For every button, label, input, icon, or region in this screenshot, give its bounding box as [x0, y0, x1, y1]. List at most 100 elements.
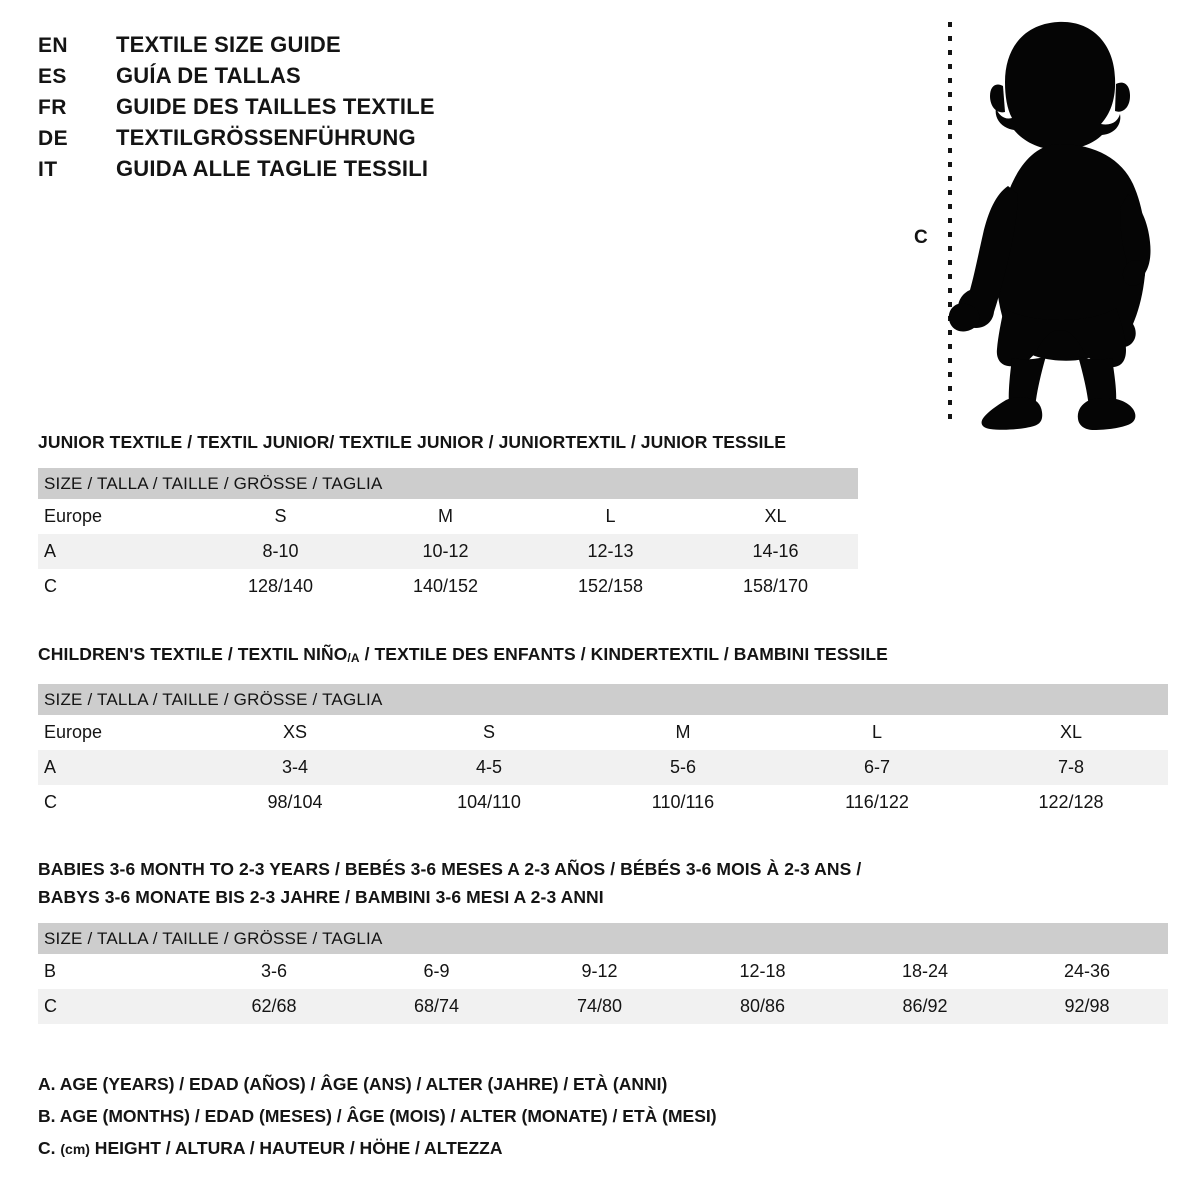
language-row-it: IT GUIDA ALLE TAGLIE TESSILI	[38, 156, 558, 187]
junior-table-band-row: SIZE / TALLA / TAILLE / GRÖSSE / TAGLIA	[38, 468, 859, 499]
children-age-xl: 7-8	[974, 750, 1169, 785]
legend-line-c-text: HEIGHT / ALTURA / HAUTEUR / HÖHE / ALTEZ…	[89, 1138, 503, 1158]
language-code-es: ES	[38, 65, 67, 88]
children-size-s: S	[392, 715, 586, 750]
language-title-de: TEXTILGRÖSSENFÜHRUNG	[116, 125, 416, 150]
babies-months-4: 12-18	[681, 954, 844, 989]
children-age-m: 5-6	[586, 750, 780, 785]
babies-section-title-line2: BABYS 3-6 MONATE BIS 2-3 JAHRE / BAMBINI…	[38, 887, 604, 907]
children-size-xl: XL	[974, 715, 1169, 750]
section-junior-textile: JUNIOR TEXTILE / TEXTIL JUNIOR/ TEXTILE …	[38, 428, 859, 604]
language-code-de: DE	[38, 127, 68, 150]
table-row: Europe XS S M L XL	[38, 715, 1169, 750]
language-code-fr: FR	[38, 96, 67, 119]
junior-table-band-label: SIZE / TALLA / TAILLE / GRÖSSE / TAGLIA	[38, 468, 859, 499]
children-size-table: SIZE / TALLA / TAILLE / GRÖSSE / TAGLIA …	[38, 684, 1169, 820]
babies-table-band-row: SIZE / TALLA / TAILLE / GRÖSSE / TAGLIA	[38, 923, 1169, 954]
language-title-en: TEXTILE SIZE GUIDE	[116, 32, 341, 57]
children-height-xs: 98/104	[198, 785, 392, 820]
children-row-label-a: A	[38, 750, 198, 785]
children-size-xs: XS	[198, 715, 392, 750]
language-row-fr: FR GUIDE DES TAILLES TEXTILE	[38, 94, 558, 125]
children-age-l: 6-7	[780, 750, 974, 785]
junior-height-xl: 158/170	[693, 569, 859, 604]
junior-height-s: 128/140	[198, 569, 363, 604]
children-title-sub: /A	[347, 651, 360, 665]
children-table-band-label: SIZE / TALLA / TAILLE / GRÖSSE / TAGLIA	[38, 684, 1169, 715]
junior-age-l: 12-13	[528, 534, 693, 569]
junior-size-l: L	[528, 499, 693, 534]
table-row: A 3-4 4-5 5-6 6-7 7-8	[38, 750, 1169, 785]
babies-height-5: 86/92	[844, 989, 1006, 1024]
junior-age-s: 8-10	[198, 534, 363, 569]
children-height-s: 104/110	[392, 785, 586, 820]
children-row-label-europe: Europe	[38, 715, 198, 750]
babies-size-table: SIZE / TALLA / TAILLE / GRÖSSE / TAGLIA …	[38, 923, 1169, 1024]
junior-size-s: S	[198, 499, 363, 534]
babies-height-1: 62/68	[193, 989, 355, 1024]
babies-months-6: 24-36	[1006, 954, 1169, 989]
section-babies-textile: BABIES 3-6 MONTH TO 2-3 YEARS / BEBÉS 3-…	[38, 855, 1169, 1024]
height-measure-label: C	[914, 227, 928, 248]
legend-line-c-unit: (cm)	[60, 1141, 90, 1157]
junior-size-m: M	[363, 499, 528, 534]
children-age-s: 4-5	[392, 750, 586, 785]
legend-block: A. AGE (YEARS) / EDAD (AÑOS) / ÂGE (ANS)…	[38, 1068, 1038, 1165]
babies-height-3: 74/80	[518, 989, 681, 1024]
children-height-xl: 122/128	[974, 785, 1169, 820]
junior-row-label-c: C	[38, 569, 198, 604]
babies-row-label-b: B	[38, 954, 193, 989]
children-size-m: M	[586, 715, 780, 750]
section-children-textile: CHILDREN'S TEXTILE / TEXTIL NIÑO/A / TEX…	[38, 640, 1169, 820]
legend-line-c-prefix: C.	[38, 1138, 61, 1158]
language-header-block: EN TEXTILE SIZE GUIDE ES GUÍA DE TALLAS …	[38, 32, 558, 187]
children-height-l: 116/122	[780, 785, 974, 820]
babies-height-4: 80/86	[681, 989, 844, 1024]
junior-height-l: 152/158	[528, 569, 693, 604]
junior-size-xl: XL	[693, 499, 859, 534]
children-section-title: CHILDREN'S TEXTILE / TEXTIL NIÑO/A / TEX…	[38, 640, 1168, 672]
legend-line-a: A. AGE (YEARS) / EDAD (AÑOS) / ÂGE (ANS)…	[38, 1074, 668, 1094]
language-title-fr: GUIDE DES TAILLES TEXTILE	[116, 94, 435, 119]
children-age-xs: 3-4	[198, 750, 392, 785]
language-code-it: IT	[38, 158, 58, 181]
toddler-silhouette-icon	[948, 21, 1151, 430]
table-row: B 3-6 6-9 9-12 12-18 18-24 24-36	[38, 954, 1169, 989]
junior-size-table: SIZE / TALLA / TAILLE / GRÖSSE / TAGLIA …	[38, 468, 859, 604]
children-table-band-row: SIZE / TALLA / TAILLE / GRÖSSE / TAGLIA	[38, 684, 1169, 715]
language-title-es: GUÍA DE TALLAS	[116, 63, 301, 88]
language-code-en: EN	[38, 34, 68, 57]
babies-months-2: 6-9	[355, 954, 518, 989]
table-row: A 8-10 10-12 12-13 14-16	[38, 534, 859, 569]
children-size-l: L	[780, 715, 974, 750]
children-height-m: 110/116	[586, 785, 780, 820]
measurement-figure: C	[900, 8, 1160, 433]
babies-months-5: 18-24	[844, 954, 1006, 989]
junior-age-m: 10-12	[363, 534, 528, 569]
junior-row-label-a: A	[38, 534, 198, 569]
junior-height-m: 140/152	[363, 569, 528, 604]
babies-table-band-label: SIZE / TALLA / TAILLE / GRÖSSE / TAGLIA	[38, 923, 1169, 954]
table-row: C 98/104 104/110 110/116 116/122 122/128	[38, 785, 1169, 820]
babies-section-title-line1: BABIES 3-6 MONTH TO 2-3 YEARS / BEBÉS 3-…	[38, 859, 862, 879]
babies-height-2: 68/74	[355, 989, 518, 1024]
language-row-en: EN TEXTILE SIZE GUIDE	[38, 32, 558, 63]
babies-months-3: 9-12	[518, 954, 681, 989]
language-row-es: ES GUÍA DE TALLAS	[38, 63, 558, 94]
junior-age-xl: 14-16	[693, 534, 859, 569]
junior-section-title: JUNIOR TEXTILE / TEXTIL JUNIOR/ TEXTILE …	[38, 432, 787, 452]
legend-line-b: B. AGE (MONTHS) / EDAD (MESES) / ÂGE (MO…	[38, 1106, 717, 1126]
babies-height-6: 92/98	[1006, 989, 1169, 1024]
babies-months-1: 3-6	[193, 954, 355, 989]
table-row: C 62/68 68/74 74/80 80/86 86/92 92/98	[38, 989, 1169, 1024]
children-title-pre: CHILDREN'S TEXTILE / TEXTIL NIÑO	[38, 644, 348, 664]
children-row-label-c: C	[38, 785, 198, 820]
junior-row-label-europe: Europe	[38, 499, 198, 534]
table-row: Europe S M L XL	[38, 499, 859, 534]
language-row-de: DE TEXTILGRÖSSENFÜHRUNG	[38, 125, 558, 156]
children-title-post: / TEXTILE DES ENFANTS / KINDERTEXTIL / B…	[359, 644, 888, 664]
babies-row-label-c: C	[38, 989, 193, 1024]
language-title-it: GUIDA ALLE TAGLIE TESSILI	[116, 156, 429, 181]
table-row: C 128/140 140/152 152/158 158/170	[38, 569, 859, 604]
legend-line-c: C. (cm) HEIGHT / ALTURA / HAUTEUR / HÖHE…	[38, 1132, 1038, 1165]
